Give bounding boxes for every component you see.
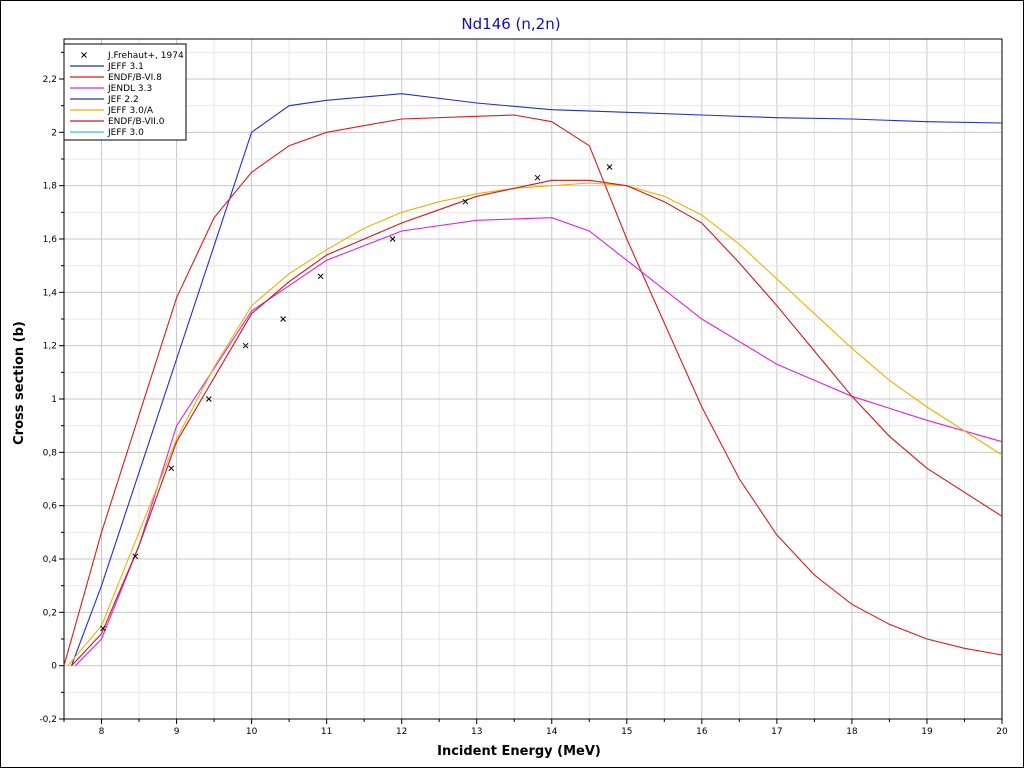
y-tick-label: 0,8	[43, 448, 58, 458]
x-tick-label: 17	[771, 727, 782, 737]
legend-entry: ENDF/B-VII.0	[108, 117, 165, 127]
plot-area	[63, 38, 1003, 720]
legend-entry: JEFF 3.0/A	[107, 106, 154, 116]
y-tick-label: 0	[51, 662, 57, 672]
data-point	[205, 396, 212, 402]
data-point	[100, 625, 106, 632]
data-point	[132, 553, 139, 560]
y-tick-label: 1	[51, 395, 57, 405]
legend-entry: ENDF/B-VI.8	[108, 73, 162, 83]
data-point	[242, 342, 249, 349]
x-tick-label: 19	[921, 727, 933, 737]
x-tick-label: 13	[471, 727, 482, 737]
y-tick-label: 1,8	[43, 182, 58, 192]
marker-stroke	[462, 198, 469, 205]
marker-stroke	[205, 396, 212, 402]
series-line-6	[71, 179, 1003, 667]
x-tick-label: 15	[621, 727, 632, 737]
marker-stroke	[81, 52, 87, 58]
chart-title: Nd146 (n,2n)	[461, 15, 560, 33]
series	[63, 93, 1003, 667]
marker-stroke	[132, 553, 139, 560]
marker-stroke	[100, 625, 106, 632]
y-axis-label: Cross section (b)	[12, 321, 27, 445]
x-tick-label: 14	[546, 727, 558, 737]
data-point	[462, 198, 469, 205]
x-tick-label: 8	[99, 727, 105, 737]
x-tick-label: 11	[321, 727, 332, 737]
data-point	[606, 164, 613, 170]
marker-stroke	[317, 273, 324, 280]
marker-stroke	[280, 316, 286, 322]
x-tick-label: 12	[396, 727, 407, 737]
x-axis-label: Incident Energy (MeV)	[437, 744, 601, 759]
marker-stroke	[389, 236, 396, 242]
data-point	[389, 236, 396, 242]
x-tick-label: 10	[246, 727, 258, 737]
y-tick-label: 0,2	[43, 608, 57, 618]
marker-stroke	[242, 342, 249, 349]
legend-entry: JEFF 3.0	[107, 128, 144, 138]
legend-entry: JEF 2.2	[107, 95, 139, 105]
legend-box	[63, 43, 187, 141]
marker-stroke	[534, 174, 541, 181]
data-point	[534, 174, 541, 181]
y-tick-label: -0,2	[39, 715, 57, 725]
y-tick-label: 2	[51, 128, 57, 138]
data-point	[280, 316, 286, 322]
legend-entry: J.Frehaut+, 1974	[107, 51, 184, 61]
marker-stroke	[606, 164, 613, 170]
legend-entry: JENDL 3.3	[107, 84, 152, 94]
y-tick-label: 1,6	[43, 235, 58, 245]
data-point	[168, 465, 175, 472]
x-tick-label: 20	[996, 727, 1008, 737]
y-tick-label: 0,4	[43, 555, 58, 565]
series-line-2	[63, 114, 1003, 666]
legend-entry: JEFF 3.1	[107, 62, 144, 72]
x-tick-label: 16	[696, 727, 708, 737]
data-point	[317, 273, 324, 280]
series-line-1	[70, 93, 1003, 666]
y-tick-label: 1,2	[43, 342, 57, 352]
legend-marker	[81, 52, 87, 58]
marker-stroke	[168, 465, 175, 472]
x-tick-label: 9	[174, 727, 180, 737]
y-tick-label: 2,2	[43, 75, 57, 85]
axis-ticks: 8 9 10 11 12 13 14 15 16 17 18 19 20-0,200,20,40,60,…	[39, 51, 1008, 737]
grid	[63, 39, 1003, 720]
x-tick-label: 18	[846, 727, 858, 737]
y-tick-label: 1,4	[43, 288, 58, 298]
y-tick-label: 0,6	[43, 502, 58, 512]
series-line-5	[67, 182, 1003, 667]
